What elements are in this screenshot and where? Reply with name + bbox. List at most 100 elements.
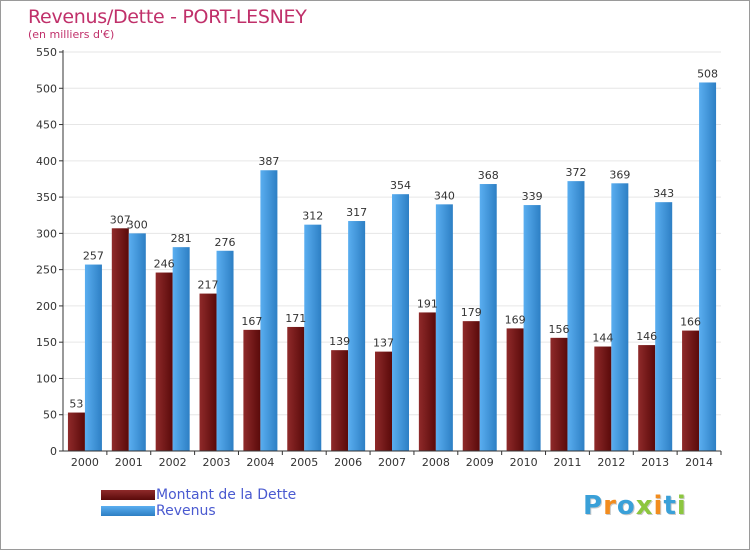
- x-tick-label: 2007: [378, 456, 406, 469]
- data-label-revenus: 339: [522, 190, 543, 203]
- data-label-dette: 179: [461, 306, 482, 319]
- bar-revenus: [611, 183, 629, 452]
- y-tick-label: 200: [36, 300, 57, 313]
- bar-revenus: [479, 184, 497, 452]
- x-tick-label: 2009: [466, 456, 494, 469]
- logo-letter: x: [635, 491, 654, 521]
- logo-letter: i: [653, 491, 664, 521]
- bar-revenus: [699, 82, 717, 452]
- y-tick-label: 400: [36, 155, 57, 168]
- legend-label-revenus: Revenus: [156, 503, 216, 519]
- y-tick-label: 150: [36, 336, 57, 349]
- bar-dette: [155, 272, 173, 451]
- x-tick-label: 2008: [422, 456, 450, 469]
- x-tick-label: 2000: [71, 456, 99, 469]
- bar-dette: [418, 312, 436, 451]
- y-tick-label: 550: [36, 46, 57, 59]
- logo-letter: i: [676, 491, 687, 521]
- data-label-revenus: 276: [215, 236, 236, 249]
- bar-dette: [594, 346, 612, 451]
- bar-dette: [287, 326, 305, 451]
- bar-dette: [199, 293, 217, 451]
- x-tick-label: 2010: [510, 456, 538, 469]
- logo-letter: o: [616, 491, 636, 521]
- x-tick-label: 2011: [553, 456, 581, 469]
- bar-dette: [506, 328, 524, 451]
- x-tick-label: 2004: [246, 456, 274, 469]
- data-label-revenus: 317: [346, 206, 367, 219]
- bars: [67, 82, 717, 452]
- y-tick-label: 100: [36, 372, 57, 385]
- x-tick-label: 2013: [641, 456, 669, 469]
- bar-dette: [67, 412, 85, 451]
- bar-revenus: [216, 250, 234, 451]
- data-label-dette: 191: [417, 297, 438, 310]
- proxiti-logo: Proxiti: [583, 491, 687, 521]
- data-label-dette: 139: [329, 335, 350, 348]
- x-tick-label: 2002: [159, 456, 187, 469]
- bar-dette: [550, 337, 568, 451]
- bar-revenus: [304, 224, 322, 451]
- bar-revenus: [128, 233, 146, 451]
- bar-revenus: [84, 264, 102, 451]
- data-label-dette: 246: [154, 258, 175, 271]
- y-tick-label: 50: [43, 409, 57, 422]
- data-label-dette: 169: [505, 313, 526, 326]
- data-label-dette: 137: [373, 337, 394, 350]
- bar-revenus: [655, 202, 673, 451]
- data-label-dette: 53: [69, 398, 83, 411]
- data-label-revenus: 281: [171, 232, 192, 245]
- bar-dette: [682, 330, 700, 451]
- bar-revenus: [435, 204, 453, 451]
- y-tick-label: 300: [36, 227, 57, 240]
- data-label-revenus: 340: [434, 189, 455, 202]
- bar-revenus: [523, 205, 541, 451]
- x-tick-label: 2003: [203, 456, 231, 469]
- y-tick-label: 450: [36, 119, 57, 132]
- x-tick-label: 2006: [334, 456, 362, 469]
- data-label-revenus: 343: [653, 187, 674, 200]
- bar-revenus: [392, 194, 409, 451]
- data-label-revenus: 368: [478, 169, 499, 182]
- data-label-revenus: 369: [609, 168, 630, 181]
- bar-dette: [111, 228, 129, 451]
- data-label-revenus: 312: [302, 210, 323, 223]
- logo-letter: r: [603, 491, 617, 521]
- x-tick-label: 2005: [290, 456, 318, 469]
- y-tick-label: 500: [36, 82, 57, 95]
- y-tick-label: 350: [36, 191, 57, 204]
- data-label-revenus: 354: [390, 179, 411, 192]
- data-label-dette: 146: [636, 330, 657, 343]
- data-label-revenus: 508: [697, 67, 718, 80]
- logo-letter: t: [663, 491, 677, 521]
- x-tick-label: 2014: [685, 456, 713, 469]
- data-label-dette: 144: [592, 332, 613, 345]
- bar-dette: [638, 345, 656, 451]
- logo-letter: P: [583, 491, 604, 521]
- data-label-revenus: 300: [127, 218, 148, 231]
- axes: 0 50 100 150 200 250 300 350 400 450 500 550 2000 200…: [36, 46, 722, 469]
- data-label-revenus: 372: [565, 166, 586, 179]
- bar-dette: [462, 321, 480, 451]
- x-tick-label: 2001: [115, 456, 143, 469]
- y-tick-label: 250: [36, 264, 57, 277]
- x-tick-label: 2012: [597, 456, 625, 469]
- data-label-dette: 156: [548, 323, 569, 336]
- bar-revenus: [260, 170, 278, 451]
- bar-dette: [375, 351, 392, 451]
- legend-swatch-dette: [101, 490, 155, 500]
- legend-swatch-revenus: [101, 506, 155, 516]
- data-label-dette: 171: [285, 312, 306, 325]
- data-label-dette: 167: [241, 315, 262, 328]
- chart-subtitle: (en milliers d'€): [28, 28, 115, 41]
- data-label-dette: 307: [110, 213, 131, 226]
- chart-title: Revenus/Dette - PORT-LESNEY: [28, 6, 307, 28]
- data-label-dette: 166: [680, 316, 701, 329]
- legend-label-dette: Montant de la Dette: [156, 487, 297, 503]
- bar-dette: [243, 329, 261, 451]
- y-tick-label: 0: [50, 445, 57, 458]
- data-label-revenus: 387: [258, 155, 279, 168]
